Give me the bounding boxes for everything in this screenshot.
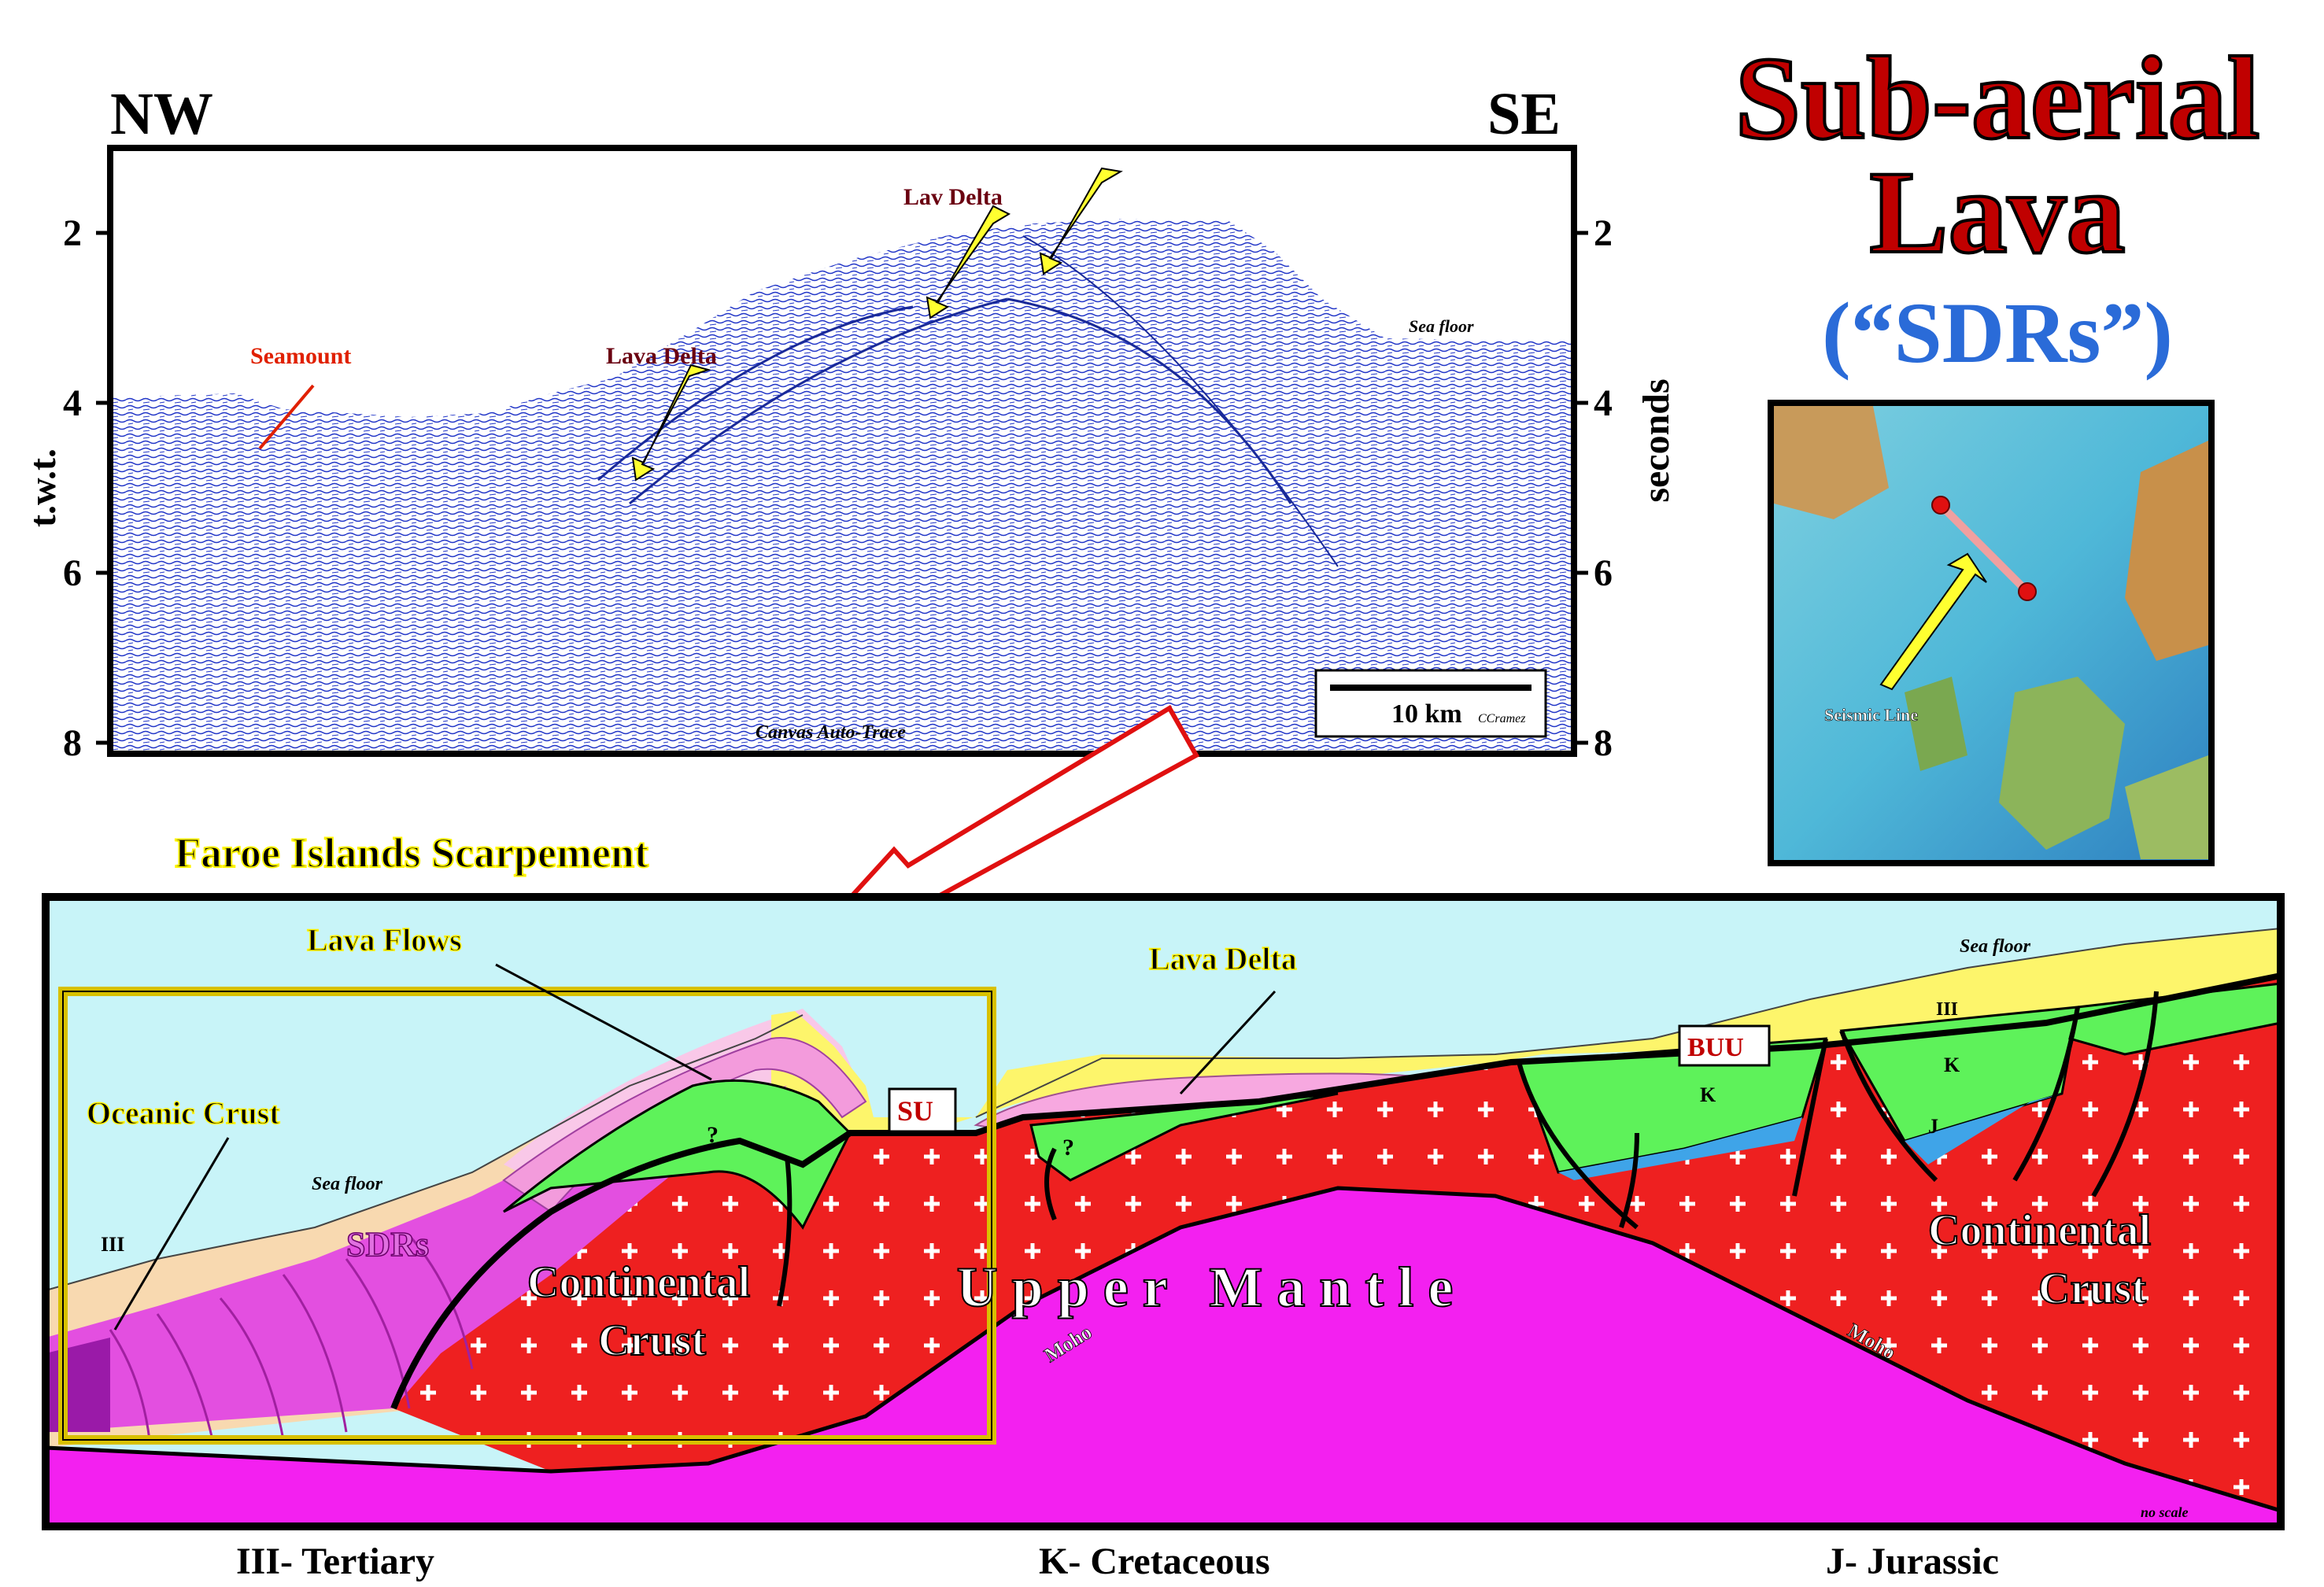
continental-crust-right-2: Crust	[2038, 1264, 2146, 1313]
right-tick-8: 8	[1594, 722, 1613, 764]
left-tick-8: 8	[63, 722, 82, 764]
su-badge: SU	[888, 1087, 957, 1133]
right-axis: 2 4 6 8	[1574, 212, 1613, 764]
scale-label: 10 km	[1391, 699, 1462, 729]
title-block: Sub-aerial Lava (“SDRs”)	[1734, 31, 2262, 381]
arrow-lav-delta-1	[926, 205, 1011, 319]
title-line-2: Lava	[1869, 147, 2125, 278]
sdrs-label: SDRs	[346, 1225, 429, 1264]
k-label-1: K	[1700, 1083, 1716, 1106]
scarpement-title: Faroe Islands Scarpement	[175, 829, 648, 877]
title-line-3: (“SDRs”)	[1822, 285, 2173, 381]
continental-crust-left-2: Crust	[598, 1316, 706, 1365]
location-map: Seismic Line	[1768, 400, 2215, 866]
scale-bar: 10 km CCramez	[1314, 669, 1547, 738]
lava-flows-label: Lava Flows	[307, 922, 462, 958]
direction-se: SE	[1487, 81, 1561, 147]
map-seismic-line-label: Seismic Line	[1824, 705, 1918, 725]
left-tick-6: 6	[63, 552, 82, 594]
buu-badge: BUU	[1678, 1024, 1771, 1067]
iii-right-label: III	[1936, 999, 1958, 1020]
left-axis: 2 4 6 8	[63, 212, 110, 764]
right-tick-4: 4	[1594, 382, 1613, 424]
sea-floor-seismic-label: Sea floor	[1409, 316, 1474, 336]
question-mark-2: ?	[1062, 1135, 1074, 1161]
sea-floor-left-label: Sea floor	[312, 1174, 383, 1194]
title-line-1: Sub-aerial	[1735, 33, 2260, 164]
k-label-2: K	[1944, 1054, 1960, 1076]
seismic-panel: NW SE 2 4 6 8 2 4 6 8 t.w.t. seconds Sea…	[22, 81, 1677, 764]
seismic-reflection-area	[110, 219, 1574, 754]
question-mark-1: ?	[707, 1122, 719, 1148]
legend-jurassic: J- Jurassic	[1826, 1541, 1999, 1582]
continental-crust-left-1: Continental	[527, 1258, 750, 1307]
j-label: J	[1928, 1115, 1938, 1138]
buu-label: BUU	[1687, 1033, 1744, 1062]
upper-mantle-label: Upper Mantle	[957, 1256, 1468, 1319]
left-axis-label: t.w.t.	[22, 448, 64, 527]
legend: III- Tertiary K- Cretaceous J- Jurassic	[236, 1541, 1999, 1582]
map-yellow-arrow	[1879, 552, 1987, 691]
legend-cretaceous: K- Cretaceous	[1039, 1541, 1270, 1582]
canvas-label: Canvas Auto-Trace	[756, 722, 906, 743]
arrow-lav-delta-2	[1039, 167, 1123, 275]
right-tick-2: 2	[1594, 212, 1613, 254]
left-tick-2: 2	[63, 212, 82, 254]
right-tick-6: 6	[1594, 552, 1613, 594]
cross-section: Faroe Islands Scarpement Lava Flows Lava…	[42, 829, 2285, 1530]
seamount-label: Seamount	[250, 343, 351, 369]
iii-left-label: III	[101, 1233, 124, 1256]
lav-delta-label: Lav Delta	[903, 184, 1003, 210]
author-label: CCramez	[1478, 712, 1526, 725]
arrow-lava-delta	[631, 364, 711, 482]
su-label: SU	[897, 1095, 933, 1127]
oceanic-crust-label: Oceanic Crust	[87, 1095, 280, 1131]
legend-tertiary: III- Tertiary	[236, 1541, 434, 1582]
continental-crust-right-1: Continental	[1928, 1206, 2151, 1255]
seismic-line-marker	[1938, 502, 2030, 595]
lava-delta-label: Lava Delta	[606, 343, 717, 369]
left-tick-4: 4	[63, 382, 82, 424]
direction-nw: NW	[110, 81, 213, 147]
no-scale-label: no scale	[2141, 1504, 2189, 1520]
sea-floor-right-label: Sea floor	[1960, 936, 2031, 957]
right-axis-label: seconds	[1635, 378, 1677, 502]
lava-delta-section-label: Lava Delta	[1149, 941, 1297, 976]
